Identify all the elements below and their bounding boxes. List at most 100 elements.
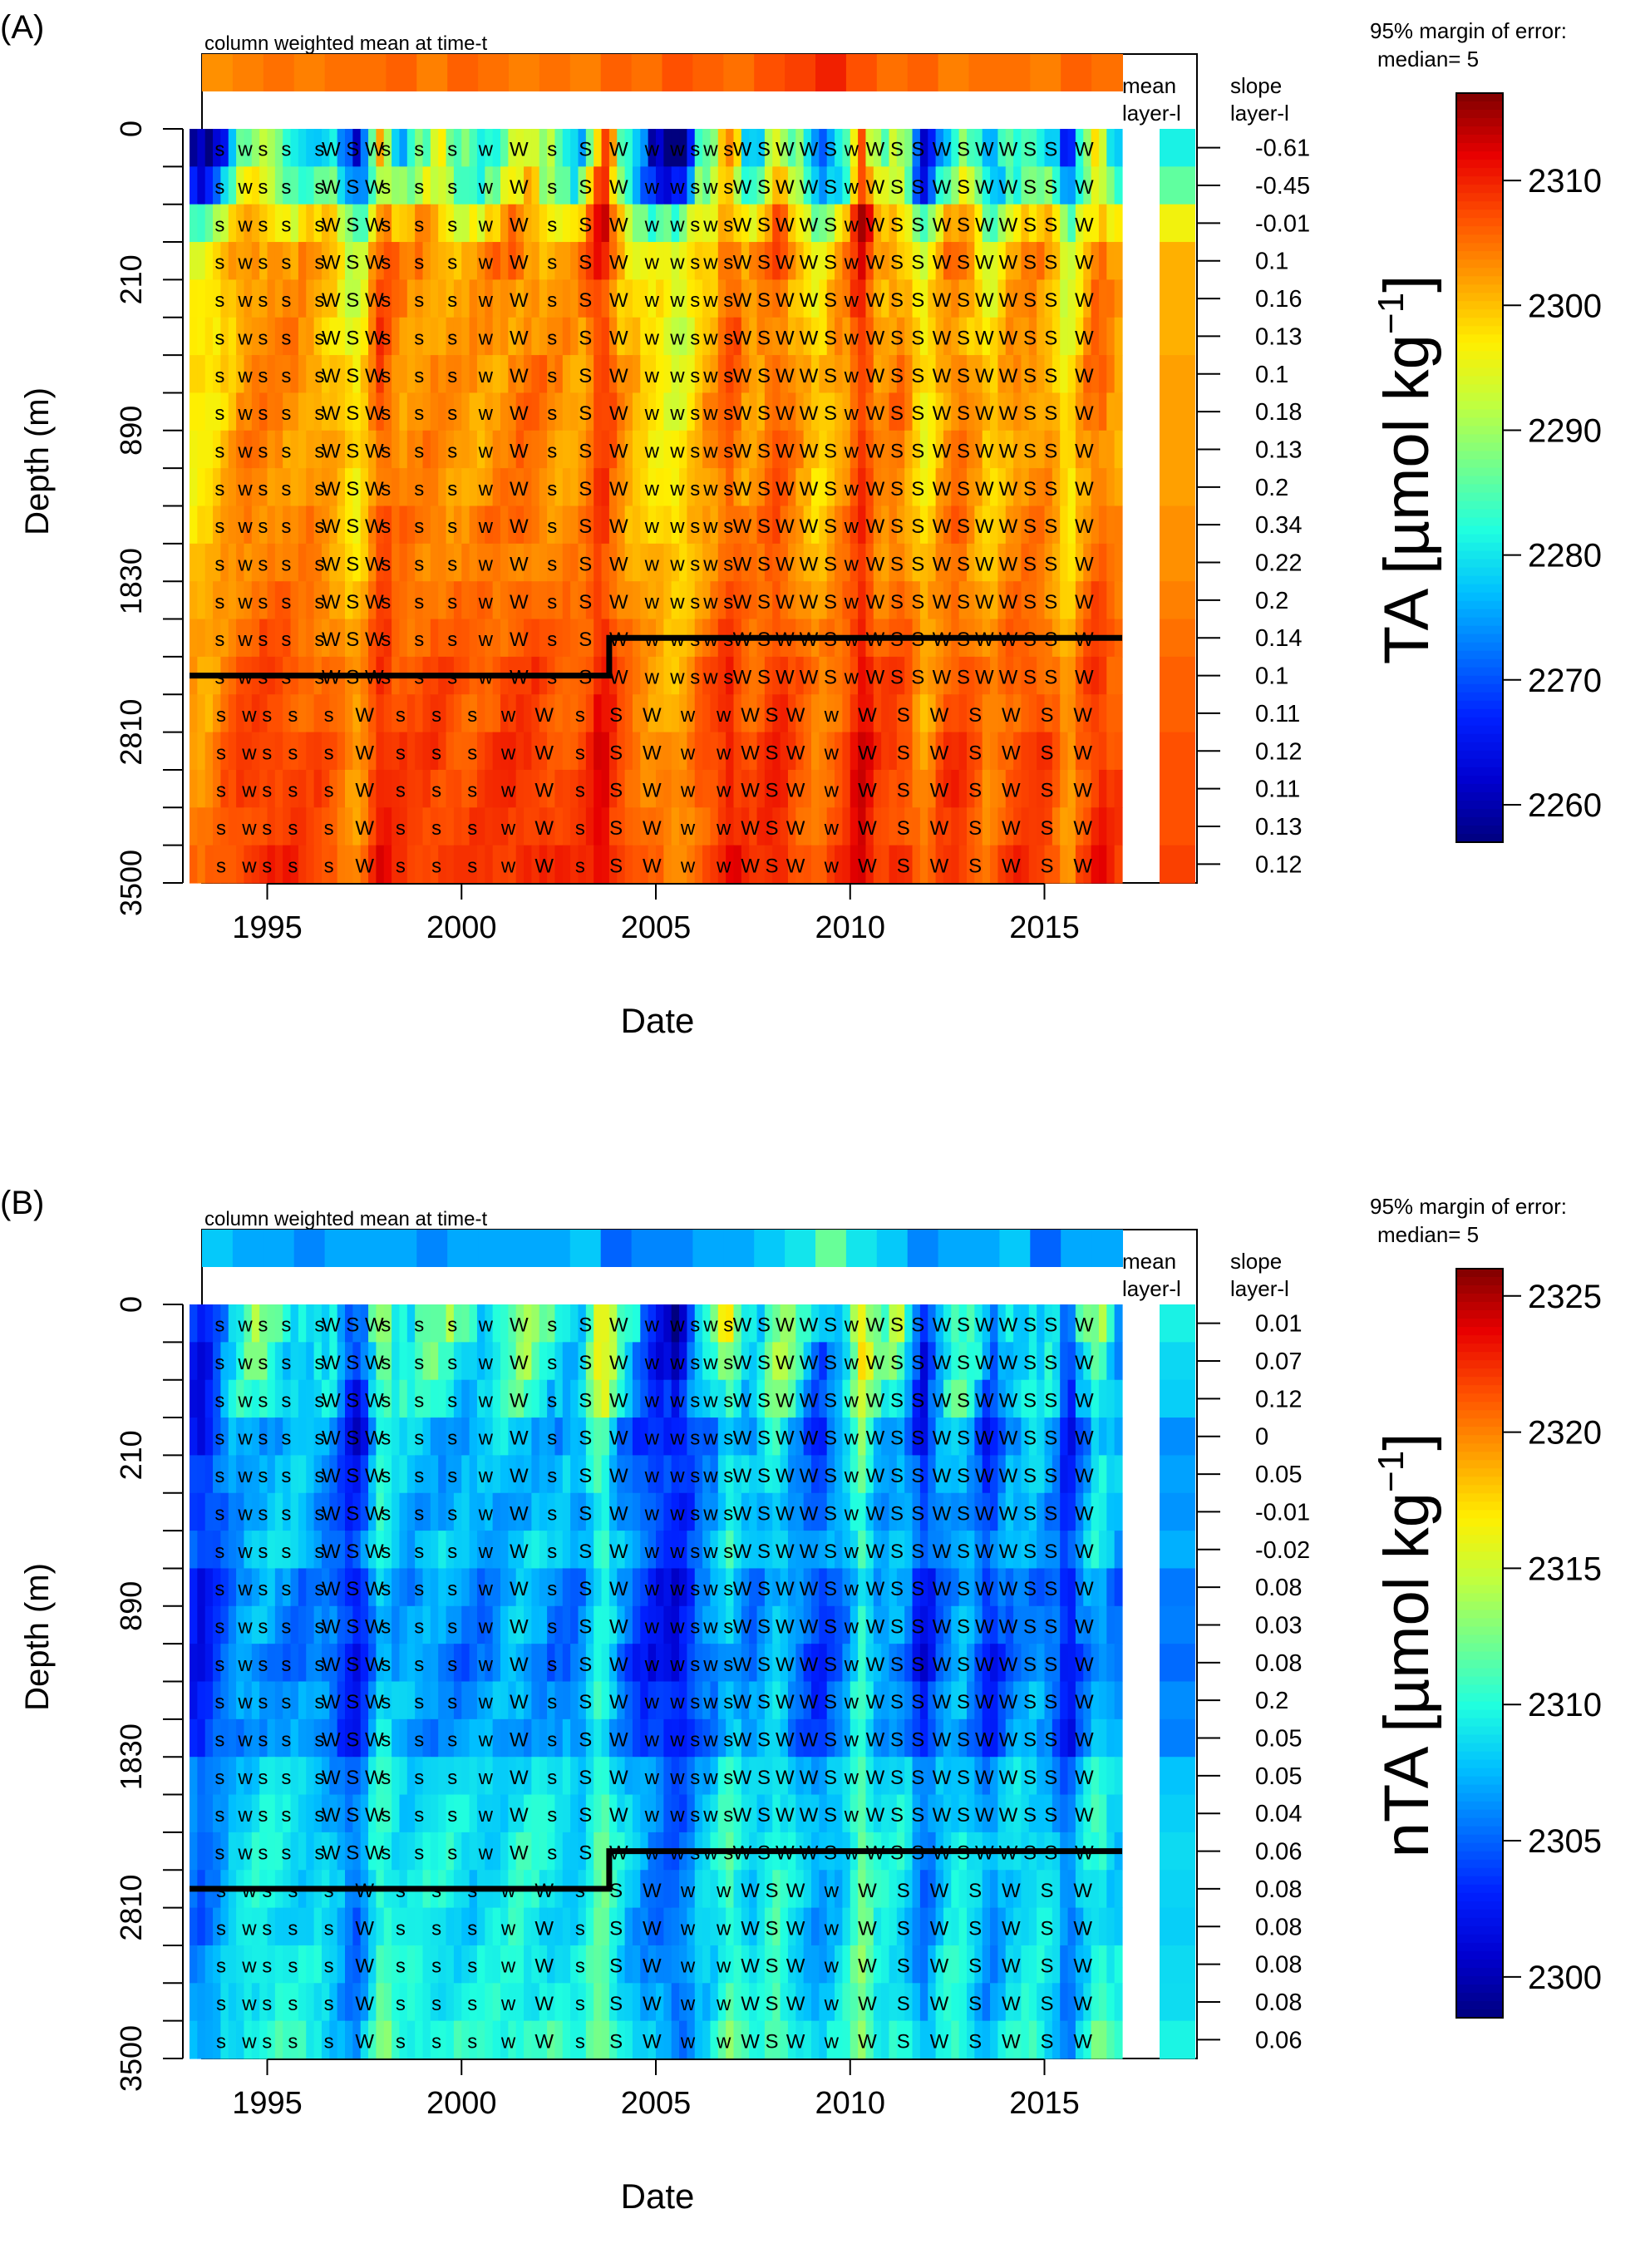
heatmap-cell: [1114, 392, 1123, 431]
heatmap-cell: [1091, 1681, 1100, 1720]
heatmap-cell: [524, 505, 532, 545]
heatmap-cell: [399, 279, 408, 318]
heatmap-cell: [554, 732, 564, 771]
heatmap-cell: [267, 317, 276, 356]
heatmap-cell: [1052, 769, 1061, 808]
heatmap-cell: [904, 1418, 914, 1456]
heatmap-cell: [438, 1568, 447, 1607]
heatmap-cell: [1091, 279, 1100, 318]
heatmap-cell: [990, 694, 998, 733]
heatmap-cell: [570, 1492, 579, 1531]
heatmap-cell: [617, 242, 626, 280]
heatmap-cell: [811, 1718, 820, 1758]
layer-mean-column: [1160, 129, 1195, 884]
heatmap-cell: [1028, 732, 1037, 771]
heatmap-cell: [267, 1644, 276, 1683]
heatmap-cell: [1067, 1418, 1076, 1456]
heatmap-cell: [1052, 1379, 1061, 1418]
sample-marker: W: [858, 855, 877, 877]
heatmap-cell: [858, 355, 867, 394]
heatmap-cell: [632, 807, 641, 846]
heatmap-cell: [360, 1568, 369, 1607]
sample-marker: W S: [933, 289, 970, 312]
heatmap-cell: [702, 694, 712, 733]
sample-marker: w: [716, 780, 731, 802]
heatmap-cell: [554, 581, 564, 620]
heatmap-cell: [508, 1832, 517, 1871]
heatmap-cell: [259, 468, 268, 507]
heatmap-cell: [352, 1644, 362, 1683]
heatmap-cell: [228, 1832, 237, 1871]
heatmap-cell: [741, 1342, 750, 1381]
heatmap-cell: [632, 242, 641, 280]
sample-marker: s: [414, 252, 424, 274]
heatmap-cell: [896, 1681, 905, 1720]
heatmap-cell: [267, 769, 276, 808]
heatmap-cell: [632, 1304, 641, 1343]
heatmap-cell: [578, 468, 587, 507]
colorbar-segment: [1456, 683, 1503, 693]
heatmap-cell: [997, 694, 1007, 733]
heatmap-cell: [321, 769, 330, 808]
heatmap-cell: [251, 1718, 260, 1758]
heatmap-cell: [842, 166, 851, 205]
heatmap-cell: [446, 1605, 455, 1644]
heatmap-cell: [873, 1568, 882, 1607]
heatmap-cell: [1060, 204, 1069, 243]
heatmap-cell: [632, 656, 641, 695]
heatmap-cell: [313, 430, 323, 469]
heatmap-cell: [919, 1605, 928, 1644]
sample-marker: s: [431, 780, 441, 802]
heatmap-cell: [601, 543, 610, 582]
heatmap-cell: [1052, 166, 1061, 205]
sample-marker: s: [547, 289, 557, 312]
heatmap-cell: [648, 204, 657, 243]
heatmap-cell: [539, 769, 548, 808]
heatmap-cell: [485, 355, 494, 394]
heatmap-cell: [803, 468, 812, 507]
heatmap-cell: [702, 1304, 712, 1343]
heatmap-cell: [601, 1379, 610, 1418]
heatmap-cell: [835, 242, 843, 280]
heatmap-cell: [919, 1342, 928, 1381]
sample-marker: W: [609, 365, 628, 387]
heatmap-cell: [524, 166, 532, 205]
heatmap-cell: [531, 807, 540, 846]
heatmap-cell: [508, 468, 517, 507]
sample-marker: w: [478, 252, 494, 274]
heatmap-cell: [228, 807, 237, 846]
heatmap-cell: [298, 1455, 307, 1494]
heatmap-cell: [1075, 1718, 1084, 1758]
heatmap-cell: [803, 1757, 812, 1796]
heatmap-cell: [671, 355, 680, 394]
heatmap-cell: [881, 1681, 890, 1720]
heatmap-cell: [912, 279, 921, 318]
heatmap-cell: [694, 1644, 703, 1683]
heatmap-cell: [313, 694, 323, 733]
heatmap-cell: [1075, 1455, 1084, 1494]
heatmap-cell: [928, 1757, 937, 1796]
heatmap-cell: [772, 1531, 781, 1570]
heatmap-cell: [997, 732, 1007, 771]
heatmap-cell: [1083, 1304, 1092, 1343]
heatmap-cell: [1060, 1605, 1069, 1644]
heatmap-cell: [438, 1757, 447, 1796]
heatmap-cell: [803, 769, 812, 808]
heatmap-cell: [958, 1379, 968, 1418]
heatmap-cell: [1075, 1568, 1084, 1607]
heatmap-cell: [1021, 845, 1030, 884]
sample-marker: w s: [702, 252, 733, 274]
heatmap-cell: [329, 845, 338, 884]
heatmap-cell: [904, 1455, 914, 1494]
heatmap-cell: [617, 1794, 626, 1833]
heatmap-cell: [1052, 505, 1061, 545]
heatmap-cell: [453, 619, 462, 658]
heatmap-cell: [368, 1455, 377, 1494]
heatmap-cell: [259, 317, 268, 356]
heatmap-cell: [500, 1644, 509, 1683]
heatmap-cell: [1067, 129, 1076, 167]
heatmap-cell: [1067, 581, 1076, 620]
heatmap-cell: [1044, 430, 1053, 469]
heatmap-cell: [726, 1605, 735, 1644]
heatmap-cell: [741, 1304, 750, 1343]
